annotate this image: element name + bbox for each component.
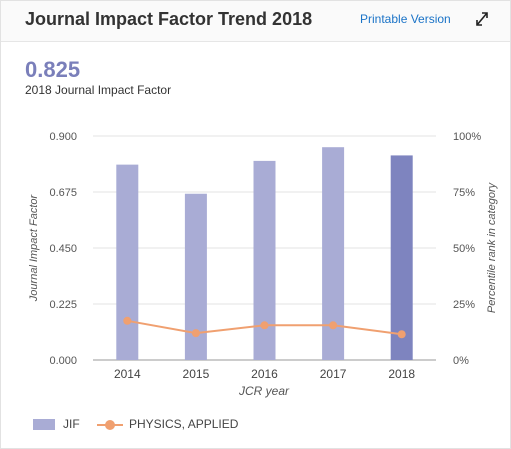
point-physics-applied-2017[interactable]	[329, 321, 338, 330]
y-tick-label-left: 0.675	[49, 187, 77, 199]
panel-title: Journal Impact Factor Trend 2018	[25, 9, 313, 29]
expand-arrows-icon[interactable]	[474, 10, 490, 28]
y-tick-label-left: 0.900	[49, 131, 77, 143]
bar-jif-2015[interactable]	[184, 193, 207, 360]
panel-header: Journal Impact Factor Trend 2018 Printab…	[1, 1, 510, 42]
bar-jif-2018[interactable]	[390, 155, 413, 360]
point-physics-applied-2018[interactable]	[397, 330, 406, 339]
point-physics-applied-2015[interactable]	[191, 329, 200, 338]
printable-version-link[interactable]: Printable Version	[360, 12, 451, 26]
jif-value-label: 2018 Journal Impact Factor	[25, 83, 172, 97]
x-tick-label: 2016	[251, 367, 278, 381]
legend-label-physics-applied: PHYSICS, APPLIED	[129, 417, 239, 431]
bar-jif-2017[interactable]	[322, 147, 345, 360]
y-tick-label-right: 75%	[453, 187, 475, 199]
y-axis-label-right: Percentile rank in category	[486, 181, 498, 313]
legend-swatch-physics-applied	[97, 420, 123, 430]
y-tick-label-left: 0.000	[49, 355, 77, 367]
point-physics-applied-2014[interactable]	[123, 316, 132, 325]
y-tick-label-right: 0%	[453, 355, 469, 367]
y-tick-label-right: 100%	[453, 131, 481, 143]
x-tick-label: 2015	[183, 367, 210, 381]
x-tick-label: 2018	[388, 367, 415, 381]
y-tick-label-left: 0.450	[49, 243, 77, 255]
x-tick-label: 2014	[114, 367, 141, 381]
x-tick-label: 2017	[320, 367, 347, 381]
y-tick-label-left: 0.225	[49, 299, 77, 311]
y-axis-label-left: Journal Impact Factor	[28, 193, 40, 302]
legend-label-jif: JIF	[63, 417, 80, 431]
point-physics-applied-2016[interactable]	[260, 321, 269, 330]
y-tick-label-right: 50%	[453, 243, 475, 255]
jif-trend-chart: 0.000 0.225 0.450 0.675 0.900 0% 25% 50% 75% 100%…	[28, 131, 498, 398]
bar-jif-2016[interactable]	[253, 160, 276, 360]
y-tick-label-right: 25%	[453, 299, 475, 311]
legend-swatch-jif	[33, 419, 55, 430]
bar-jif-2014[interactable]	[116, 164, 139, 360]
x-axis-label: JCR year	[238, 384, 290, 398]
jif-value: 0.825	[25, 57, 81, 82]
